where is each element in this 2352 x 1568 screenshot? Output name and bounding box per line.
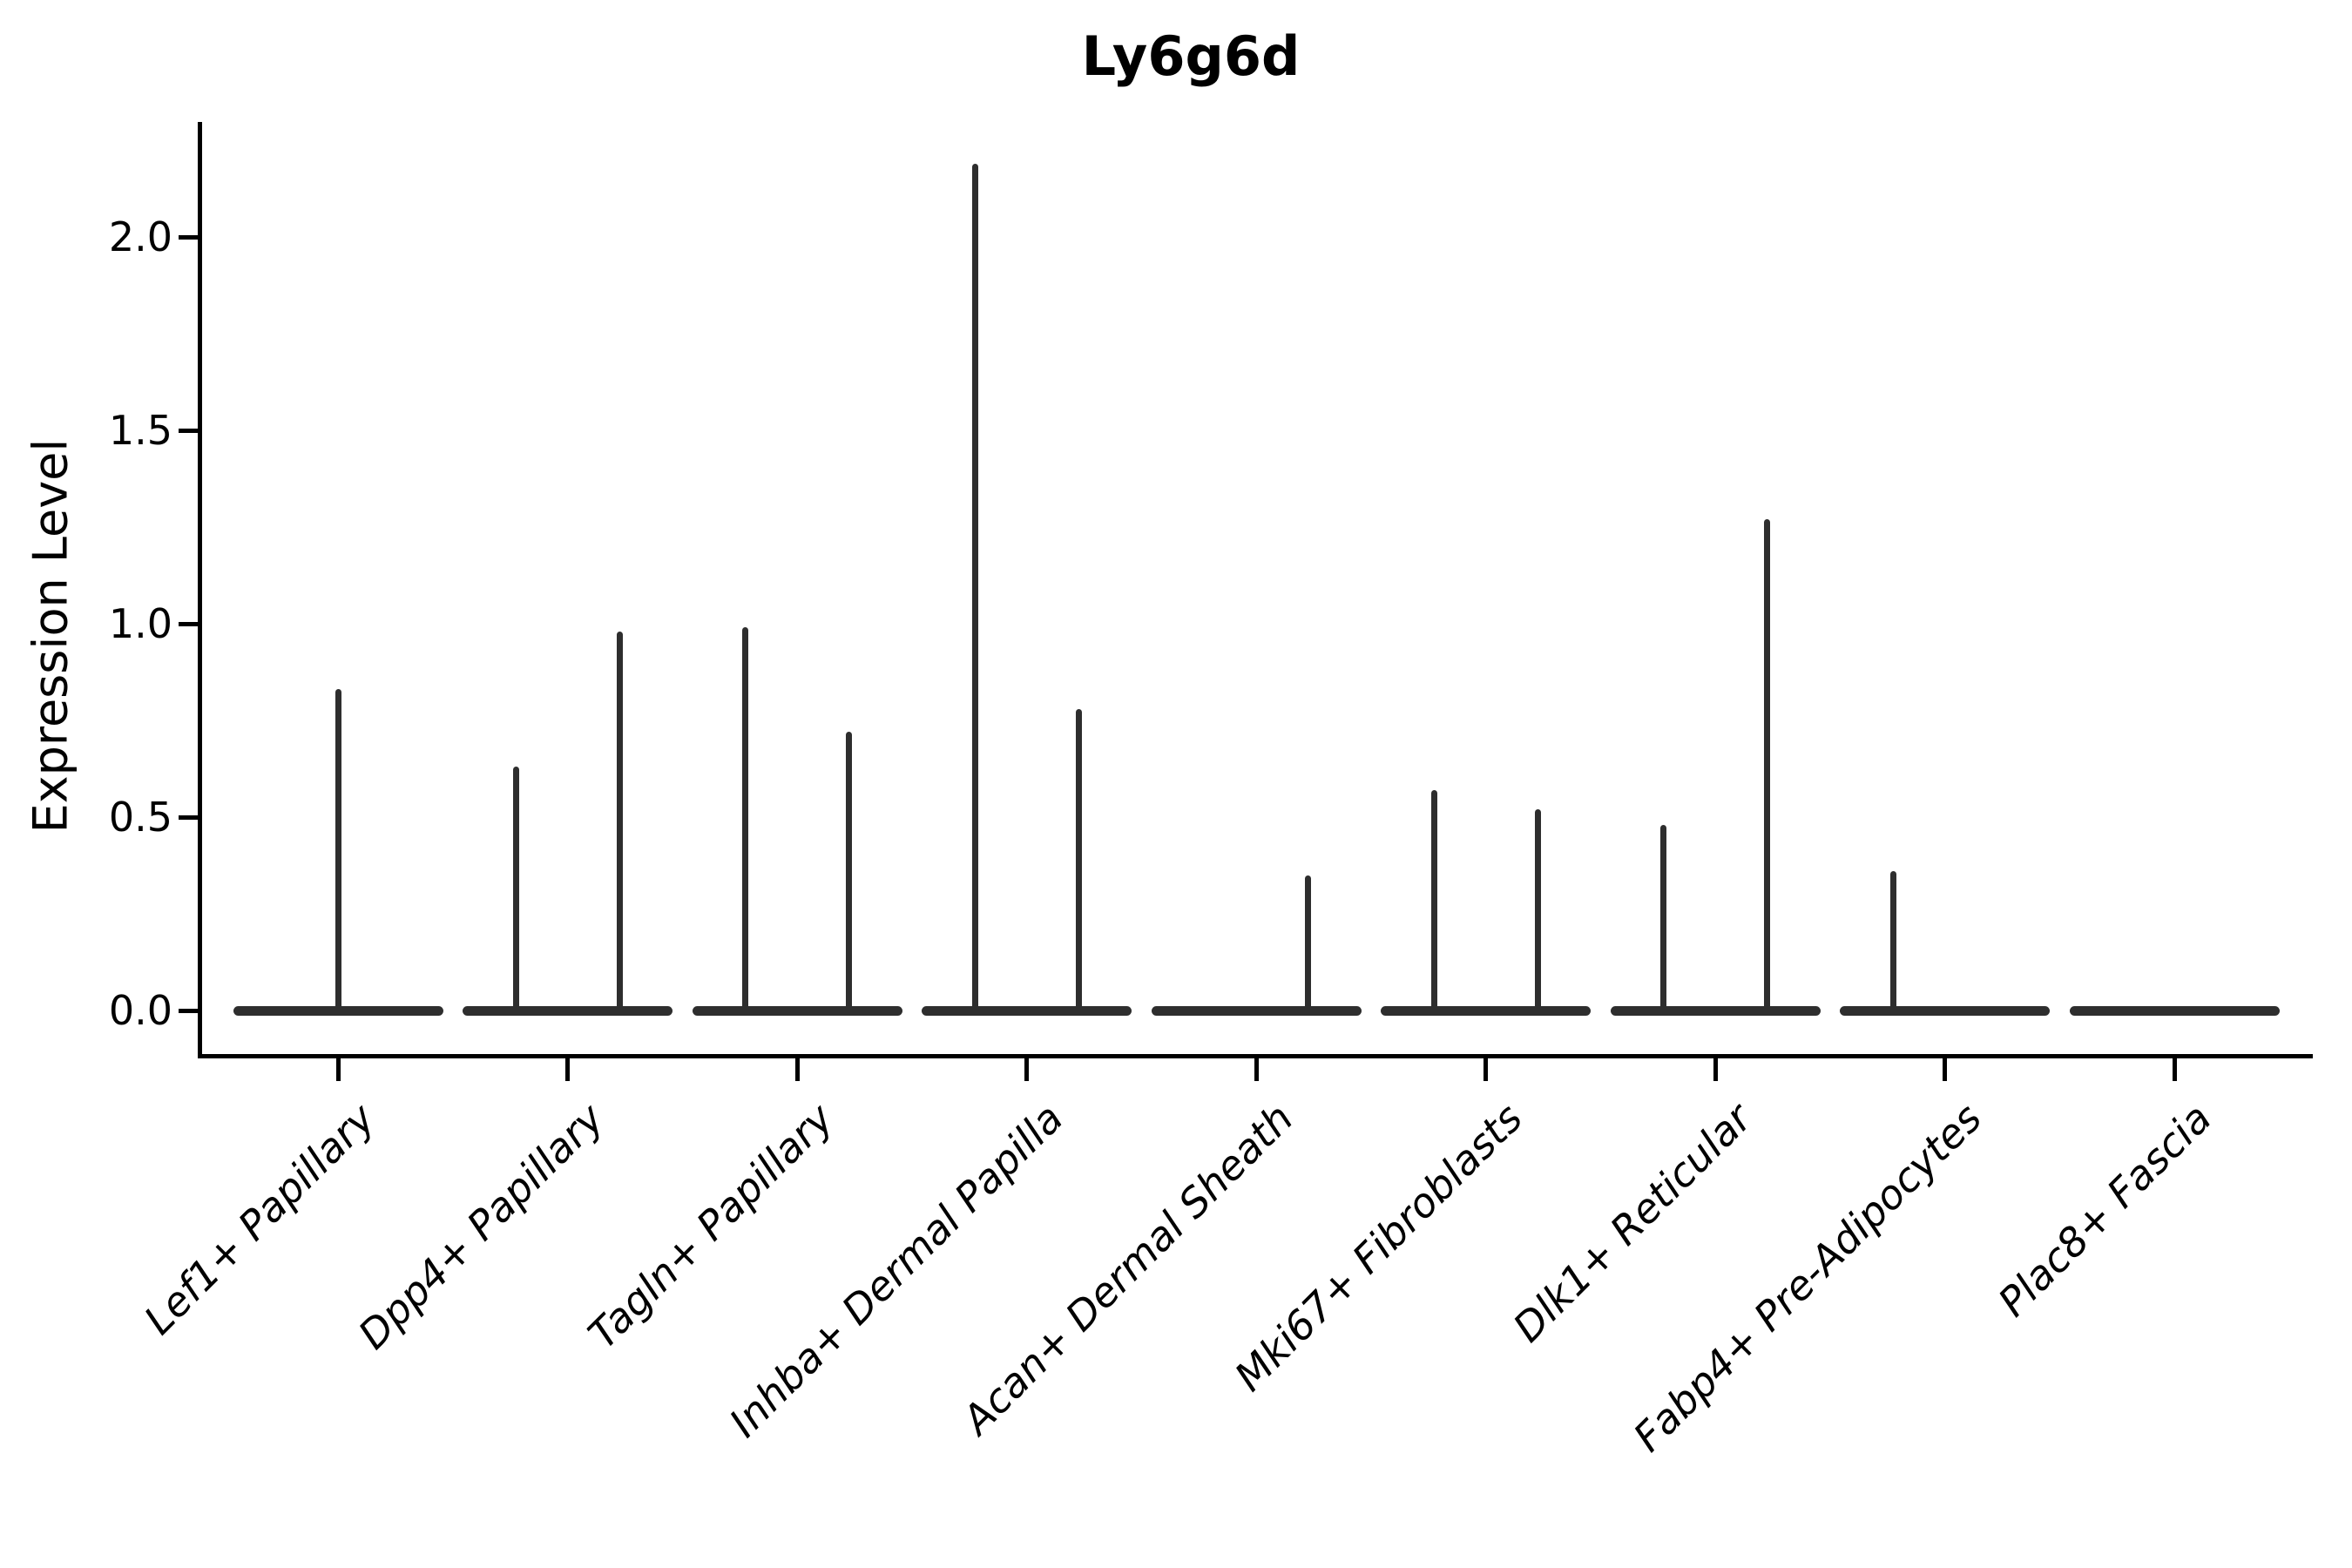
x-tick bbox=[794, 1058, 800, 1081]
y-tick bbox=[179, 1008, 198, 1013]
violin-spike bbox=[1764, 519, 1770, 1016]
y-tick bbox=[179, 428, 198, 433]
violin-spike bbox=[1430, 789, 1437, 1016]
violin-baseline bbox=[1381, 1005, 1591, 1016]
violin-spike bbox=[1075, 708, 1082, 1016]
x-tick bbox=[2172, 1058, 2177, 1081]
y-axis-label: Expression Level bbox=[23, 438, 78, 834]
x-category-label: Dlk1+ Reticular bbox=[1504, 1094, 1761, 1351]
x-tick bbox=[1943, 1058, 1947, 1081]
x-category-label: Tagln+ Papillary bbox=[579, 1094, 843, 1358]
violin-spike bbox=[616, 631, 623, 1016]
y-tick bbox=[179, 814, 198, 820]
plot-area: 0.0 0.5 1.0 1.5 2.0 Lef1+ Papillary Dpp4+ Papi… bbox=[109, 122, 2313, 1461]
chart-title: Ly6g6d bbox=[1081, 24, 1301, 88]
violin-baseline bbox=[1610, 1005, 1821, 1016]
x-tick bbox=[1484, 1058, 1488, 1081]
violin-spike bbox=[971, 163, 978, 1016]
violin-spike bbox=[335, 689, 341, 1016]
y-tick-label: 2.0 bbox=[108, 213, 172, 260]
violin-spike bbox=[1889, 871, 1896, 1016]
violin-spike bbox=[1534, 809, 1541, 1016]
x-tick bbox=[1713, 1058, 1718, 1081]
x-tick bbox=[565, 1058, 570, 1081]
violin-spike bbox=[1305, 875, 1311, 1016]
violin-spike bbox=[846, 732, 852, 1016]
x-category-label: Dpp4+ Papillary bbox=[349, 1094, 613, 1358]
x-category-label: Plac8+ Fascia bbox=[1989, 1094, 2220, 1326]
x-tick bbox=[1024, 1058, 1029, 1081]
y-tick-label: 1.0 bbox=[108, 600, 172, 647]
x-category-label: Lef1+ Papillary bbox=[134, 1094, 384, 1344]
violin-baseline bbox=[2069, 1005, 2280, 1016]
violin-baseline bbox=[1151, 1005, 1362, 1016]
y-tick-label: 0.0 bbox=[108, 987, 172, 1034]
x-tick bbox=[1254, 1058, 1259, 1081]
violin-baseline bbox=[1840, 1005, 2050, 1016]
violin-baseline bbox=[463, 1005, 672, 1016]
y-tick bbox=[179, 621, 198, 626]
y-tick-label: 1.5 bbox=[108, 407, 172, 454]
y-tick-label: 0.5 bbox=[108, 794, 172, 841]
violin-baseline bbox=[692, 1005, 902, 1016]
violin-spike bbox=[1660, 824, 1666, 1016]
x-tick bbox=[335, 1058, 341, 1081]
violin-spike bbox=[512, 767, 519, 1016]
y-tick bbox=[179, 234, 198, 240]
violin-spike bbox=[742, 627, 748, 1016]
violin-baseline bbox=[922, 1005, 1132, 1016]
